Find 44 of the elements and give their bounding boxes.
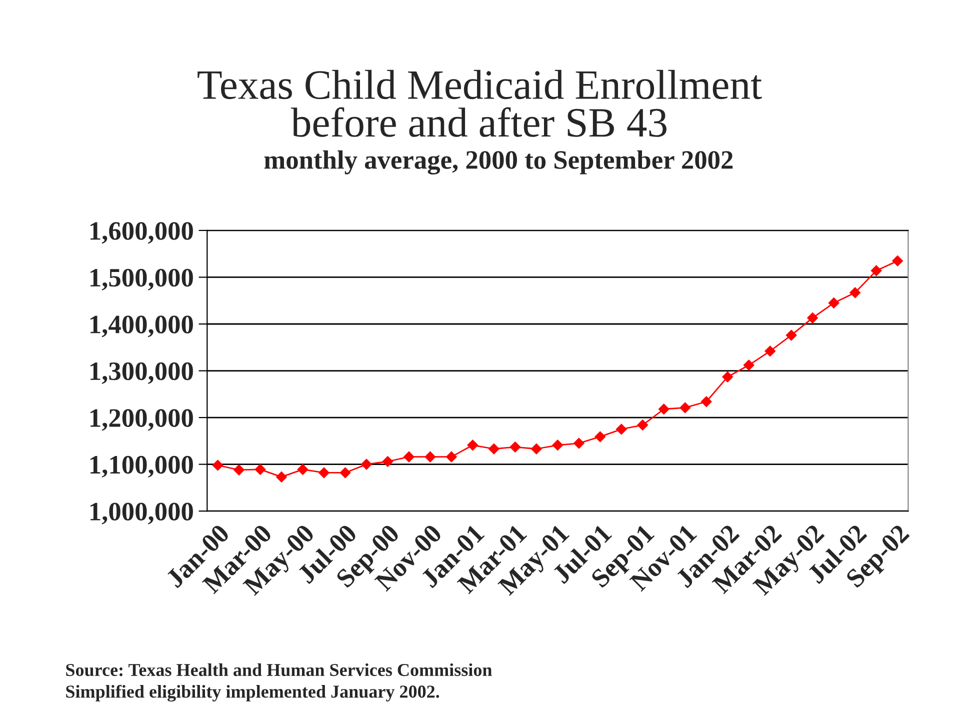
point: [510, 442, 521, 452]
point: [680, 402, 691, 414]
text: Simplified eligibility implemented January 2002.: [66, 684, 440, 702]
point: [594, 431, 606, 442]
y-tick-label: 1,100,000: [90, 456, 193, 478]
point: [446, 451, 457, 462]
point: [616, 424, 627, 435]
chart-subtitle: monthly average, 2000 to September 2002: [264, 150, 733, 174]
y-tick-label: 1,500,000: [90, 268, 193, 290]
y-tick-label: 1,600,000: [90, 222, 193, 244]
point: [276, 472, 287, 482]
point: [530, 443, 542, 454]
point: [297, 464, 308, 475]
point: [637, 420, 648, 430]
y-tick-label: 1,000,000: [90, 502, 193, 524]
point: [743, 360, 754, 371]
point: [404, 451, 414, 462]
point: [212, 460, 224, 471]
point: [234, 464, 244, 476]
point: [488, 443, 500, 454]
point: [807, 312, 818, 324]
point: [764, 346, 776, 357]
point: [870, 265, 882, 276]
y-tick-label: 1,300,000: [90, 362, 193, 384]
point: [786, 330, 797, 341]
point: [892, 255, 903, 266]
point: [722, 371, 734, 382]
point: [700, 396, 712, 408]
point: [850, 287, 860, 298]
point: [658, 404, 670, 415]
y-tick-label: 1,400,000: [90, 316, 193, 338]
y-tick-label: 1,200,000: [90, 409, 193, 431]
point: [318, 467, 330, 478]
point: [340, 467, 351, 478]
point: [552, 440, 564, 451]
point: [382, 456, 394, 467]
point: [467, 440, 478, 451]
point: [424, 451, 436, 462]
point: [573, 438, 584, 449]
point: [254, 464, 266, 475]
source-note: Source: Texas Health and Human Services Commission: [66, 663, 492, 676]
point: [828, 298, 840, 308]
chart-title: Texas Child Medicaid Enrollment before and after SB 43: [198, 70, 762, 137]
point: [361, 458, 372, 470]
